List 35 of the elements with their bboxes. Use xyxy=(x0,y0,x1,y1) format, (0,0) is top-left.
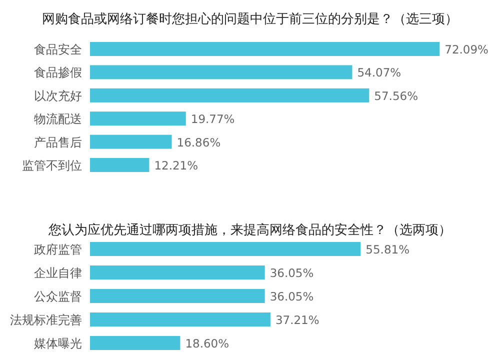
data-label: 19.77% xyxy=(190,112,235,126)
data-label: 37.21% xyxy=(275,313,320,327)
y-tick-label: 政府监管 xyxy=(34,242,82,256)
y-tick-label: 企业自律 xyxy=(34,266,82,280)
bar xyxy=(90,242,361,256)
bar xyxy=(90,134,172,149)
bar xyxy=(90,112,186,126)
bar xyxy=(90,88,370,102)
data-label: 54.07% xyxy=(357,66,402,80)
y-tick-label: 以次充好 xyxy=(34,88,82,103)
data-label: 12.21% xyxy=(154,158,198,172)
y-tick-label: 监管不到位 xyxy=(22,158,82,172)
bar xyxy=(90,336,180,350)
data-label: 36.05% xyxy=(270,290,314,304)
bar xyxy=(90,312,270,326)
bar xyxy=(90,289,265,303)
y-tick-label: 食品掺假 xyxy=(34,66,82,80)
data-label: 18.60% xyxy=(185,336,230,350)
y-tick-label: 法规标准完善 xyxy=(10,313,82,327)
data-label: 72.09% xyxy=(444,42,489,56)
y-tick-label: 媒体曝光 xyxy=(34,336,82,350)
chart-title: 您认为应优先通过哪两项措施，来提高网络食品的安全性？（选两项） xyxy=(48,222,452,238)
data-label: 57.56% xyxy=(374,88,418,103)
data-label: 16.86% xyxy=(176,135,221,150)
y-tick-label: 食品安全 xyxy=(34,42,82,56)
y-tick-label: 产品售后 xyxy=(34,135,82,150)
data-label: 36.05% xyxy=(270,266,314,280)
bar xyxy=(90,158,150,172)
bar xyxy=(90,65,352,80)
chart-title: 网购食品或网络订餐时您担心的问题中位于前三位的分别是？（选三项） xyxy=(42,11,458,27)
bar xyxy=(90,42,440,56)
bar xyxy=(90,266,265,280)
data-label: 55.81% xyxy=(366,242,410,256)
y-tick-label: 物流配送 xyxy=(34,112,82,126)
y-tick-label: 公众监督 xyxy=(34,290,82,304)
